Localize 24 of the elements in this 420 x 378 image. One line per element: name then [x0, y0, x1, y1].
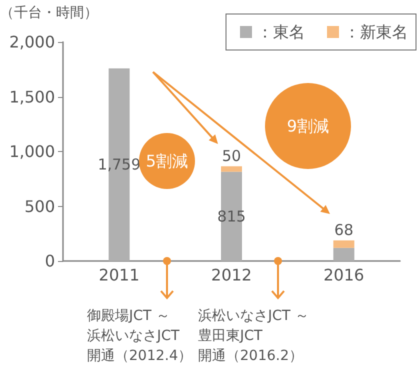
bar [221, 166, 242, 172]
bar [333, 240, 354, 248]
text: 豊田東JCT [198, 328, 263, 344]
text: 御殿場JCT ～ [87, 308, 170, 324]
y-tick-label: 0 [44, 252, 55, 270]
data-label: 68 [334, 220, 354, 239]
x-tick-label: 2011 [98, 266, 140, 284]
data-label: 50 [222, 146, 242, 165]
y-tick-label: 1,500 [9, 87, 55, 106]
annotation: 5割減 [146, 152, 188, 170]
y-tick-label: 500 [24, 196, 55, 216]
y-tick-label: 2,000 [9, 32, 55, 52]
text: 開通（2016.2） [198, 348, 303, 364]
y-axis-title: （千台・時間） [0, 5, 98, 21]
y-tick-label: 1,000 [9, 142, 55, 161]
annotation: 9割減 [286, 116, 330, 136]
x-tick-label: 2016 [323, 266, 364, 284]
text: 浜松いなさJCT ～ [198, 308, 309, 324]
text: 浜松いなさJCT [87, 328, 180, 344]
x-tick-label: 2012 [211, 266, 252, 284]
text: 開通（2012.4） [87, 348, 192, 364]
bar [333, 248, 354, 261]
legend-label: ：東名 [257, 22, 305, 42]
legend-label: ：新東名 [344, 22, 408, 42]
